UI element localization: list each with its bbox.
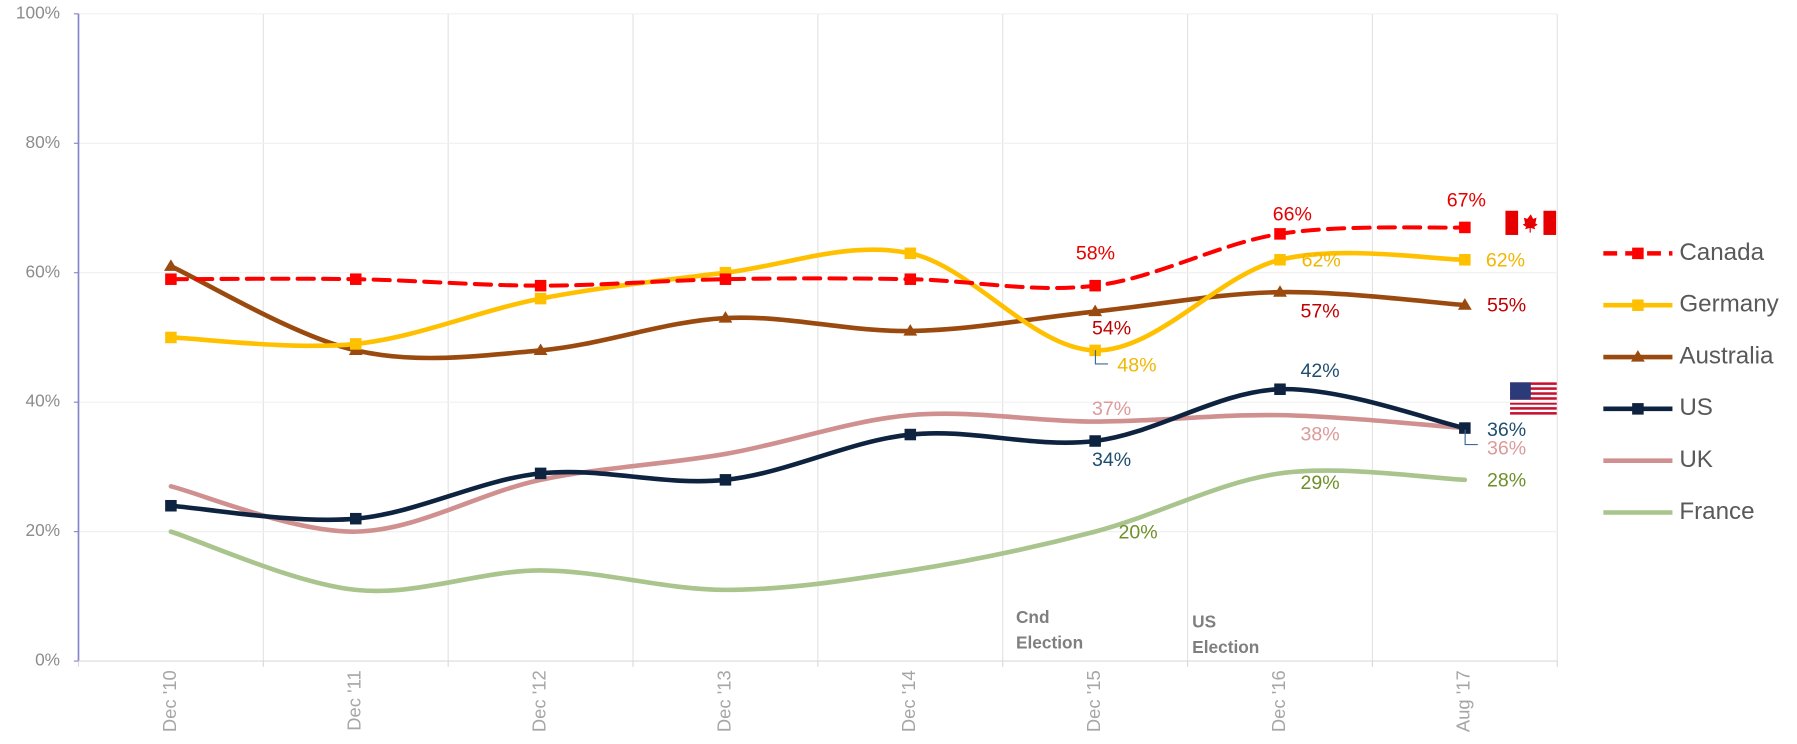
legend-label: US bbox=[1679, 394, 1713, 421]
annotation: Election bbox=[1192, 637, 1259, 657]
marker bbox=[350, 512, 362, 525]
x-tick-label: Aug '17 bbox=[1453, 670, 1474, 732]
marker bbox=[719, 266, 732, 279]
marker bbox=[533, 343, 548, 356]
data-label: 28% bbox=[1487, 470, 1526, 492]
marker bbox=[350, 273, 362, 285]
series-0: 58% 66% 67% bbox=[165, 190, 1486, 292]
data-label: 42% bbox=[1300, 360, 1339, 382]
legend-label: Canada bbox=[1679, 239, 1764, 266]
legend-marker bbox=[1632, 247, 1644, 260]
marker bbox=[165, 499, 177, 512]
legend-label: Australia bbox=[1679, 342, 1774, 369]
data-label: 55% bbox=[1487, 295, 1526, 317]
marker bbox=[350, 338, 362, 350]
marker bbox=[1459, 254, 1471, 266]
marker bbox=[165, 273, 177, 285]
x-tick-label: Dec '16 bbox=[1268, 670, 1289, 732]
legend-marker bbox=[1632, 299, 1644, 311]
marker bbox=[534, 292, 547, 305]
legend-label: France bbox=[1679, 498, 1754, 525]
line bbox=[168, 225, 1467, 291]
marker bbox=[1089, 435, 1101, 447]
leader bbox=[1464, 429, 1478, 446]
marker bbox=[719, 474, 732, 486]
line bbox=[168, 411, 1468, 534]
data-label: 36% bbox=[1487, 437, 1526, 459]
marker bbox=[1089, 279, 1101, 292]
series-1: 48% 62% 62% bbox=[165, 247, 1525, 376]
data-label: 34% bbox=[1092, 449, 1131, 471]
x-tick-label: Dec '10 bbox=[159, 670, 180, 732]
y-tick-label: 20% bbox=[25, 520, 60, 540]
legend-label: Germany bbox=[1679, 291, 1779, 318]
marker bbox=[165, 331, 177, 344]
marker bbox=[1457, 298, 1472, 310]
data-label: 48% bbox=[1117, 354, 1156, 376]
data-label: 37% bbox=[1092, 398, 1131, 420]
line bbox=[168, 386, 1468, 523]
data-label: 66% bbox=[1273, 204, 1312, 226]
marker bbox=[164, 259, 178, 271]
series-3: 34% 42% 36% bbox=[165, 360, 1526, 525]
data-label: 58% bbox=[1076, 243, 1115, 265]
series-5: 20% 29% 28% bbox=[168, 468, 1526, 594]
data-label: 36% bbox=[1487, 419, 1526, 441]
x-tick-label: Dec '14 bbox=[898, 670, 919, 732]
annotation: Cnd bbox=[1016, 607, 1050, 627]
annotation: US bbox=[1192, 612, 1216, 632]
marker bbox=[1088, 304, 1103, 317]
marker bbox=[903, 324, 918, 336]
marker bbox=[534, 279, 547, 292]
data-label: 62% bbox=[1302, 250, 1341, 272]
y-tick-label: 100% bbox=[16, 2, 60, 22]
line bbox=[168, 263, 1468, 361]
data-label: 38% bbox=[1300, 424, 1339, 446]
legend-marker bbox=[1632, 403, 1644, 415]
marker bbox=[719, 273, 732, 285]
series-4: 37% 38% 36% bbox=[168, 398, 1526, 534]
canada-flag bbox=[1505, 210, 1557, 235]
annotation: Election bbox=[1016, 632, 1083, 652]
data-label: 20% bbox=[1118, 521, 1157, 543]
marker bbox=[534, 467, 547, 480]
marker bbox=[1459, 221, 1471, 234]
x-tick-label: Dec '11 bbox=[344, 670, 365, 730]
marker bbox=[1274, 228, 1286, 240]
marker bbox=[1274, 254, 1286, 266]
y-tick-label: 0% bbox=[35, 650, 60, 670]
data-label: 57% bbox=[1300, 300, 1339, 322]
y-tick-label: 60% bbox=[25, 261, 60, 281]
x-tick-label: Dec '13 bbox=[713, 670, 734, 732]
data-label: 67% bbox=[1447, 190, 1486, 212]
x-tick-label: Dec '12 bbox=[528, 670, 549, 732]
y-tick-label: 80% bbox=[25, 132, 60, 152]
marker bbox=[904, 273, 917, 285]
data-label: 62% bbox=[1486, 250, 1525, 272]
legend-label: UK bbox=[1679, 446, 1713, 473]
y-tick-label: 40% bbox=[25, 391, 60, 411]
marker bbox=[904, 247, 917, 260]
us-flag bbox=[1510, 382, 1558, 415]
marker bbox=[1273, 285, 1287, 297]
marker bbox=[1274, 383, 1286, 395]
marker bbox=[1459, 422, 1471, 434]
x-tick-label: Dec '15 bbox=[1083, 670, 1104, 732]
line bbox=[168, 247, 1468, 353]
legend-marker bbox=[1630, 350, 1645, 362]
marker bbox=[904, 428, 917, 441]
leader bbox=[1094, 350, 1109, 365]
data-label: 54% bbox=[1092, 318, 1131, 340]
line bbox=[168, 468, 1468, 594]
marker bbox=[718, 311, 733, 323]
series-2: 54% 57% 55% bbox=[164, 259, 1526, 361]
data-label: 29% bbox=[1300, 472, 1339, 494]
